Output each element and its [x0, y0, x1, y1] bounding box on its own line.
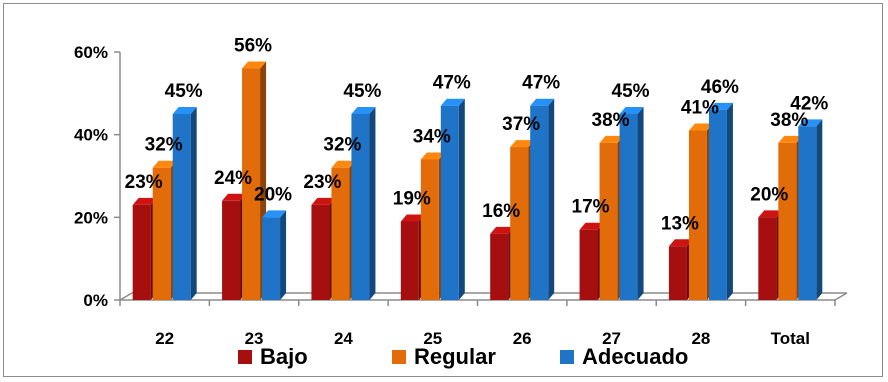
- data-label: 32%: [145, 135, 183, 156]
- bar-adecuado-23: [262, 210, 287, 300]
- data-label: 20%: [254, 184, 292, 205]
- data-label: 13%: [661, 213, 699, 234]
- floor-depth-right: [834, 292, 848, 301]
- data-label: 23%: [303, 172, 341, 193]
- data-label: 23%: [125, 172, 163, 193]
- data-label: 34%: [413, 126, 451, 147]
- data-label: 19%: [393, 188, 431, 209]
- x-tick-label: Total: [771, 329, 810, 348]
- legend-item-bajo: Bajo: [238, 344, 308, 369]
- x-tick-label: 28: [691, 329, 710, 348]
- data-label: 17%: [572, 197, 610, 218]
- x-tick-label: 25: [423, 329, 442, 348]
- y-tick-label: 20%: [74, 208, 108, 227]
- bar-adecuado-25: [440, 98, 465, 300]
- bar-adecuado-24: [351, 107, 376, 300]
- data-label: 32%: [323, 135, 361, 156]
- chart-bars: [132, 61, 823, 301]
- x-tick-label: 24: [334, 329, 353, 348]
- bar-adecuado-total: [798, 119, 823, 301]
- data-label: 45%: [343, 81, 381, 102]
- legend-swatch: [560, 350, 574, 364]
- data-label: 56%: [234, 36, 272, 57]
- data-label: 20%: [750, 184, 788, 205]
- data-label: 41%: [681, 98, 719, 119]
- bar-adecuado-26: [530, 98, 555, 300]
- legend-label: Adecuado: [582, 344, 688, 369]
- legend-swatch: [392, 350, 406, 364]
- data-label: 45%: [612, 81, 650, 102]
- legend-swatch: [238, 350, 252, 364]
- legend-item-adecuado: Adecuado: [560, 344, 688, 369]
- bar-adecuado-22: [172, 107, 197, 300]
- data-label: 46%: [701, 77, 739, 98]
- y-tick-label: 60%: [74, 43, 108, 62]
- data-label: 24%: [214, 168, 252, 189]
- chart-axes: 0% 20% 40% 60% 22 23 24 25 26 27 28 Total: [74, 43, 848, 348]
- data-label: 38%: [592, 110, 630, 131]
- data-label: 47%: [433, 73, 471, 94]
- x-tick-label: 26: [513, 329, 532, 348]
- data-label: 47%: [522, 73, 560, 94]
- bar-adecuado-28: [708, 102, 733, 300]
- y-tick-label: 0%: [83, 291, 108, 310]
- data-label: 42%: [790, 93, 828, 114]
- legend-item-regular: Regular: [392, 344, 496, 369]
- legend-label: Regular: [414, 344, 496, 369]
- data-label: 45%: [165, 81, 203, 102]
- x-tick-label: 22: [155, 329, 174, 348]
- floor-depth-left: [119, 292, 133, 301]
- y-tick-label: 40%: [74, 126, 108, 145]
- bar-adecuado-27: [619, 107, 644, 300]
- x-tick-label: 27: [602, 329, 621, 348]
- chart-data-labels: 23% 32% 45% 24% 56% 20% 23% 32% 45% 19% 34% 47% 16% 3…: [125, 36, 829, 235]
- legend-label: Bajo: [260, 344, 308, 369]
- x-tick-label: 23: [245, 329, 264, 348]
- data-label: 16%: [482, 201, 520, 222]
- data-label: 38%: [770, 110, 808, 131]
- data-label: 37%: [502, 114, 540, 135]
- chart-legend: Bajo Regular Adecuado: [238, 344, 688, 369]
